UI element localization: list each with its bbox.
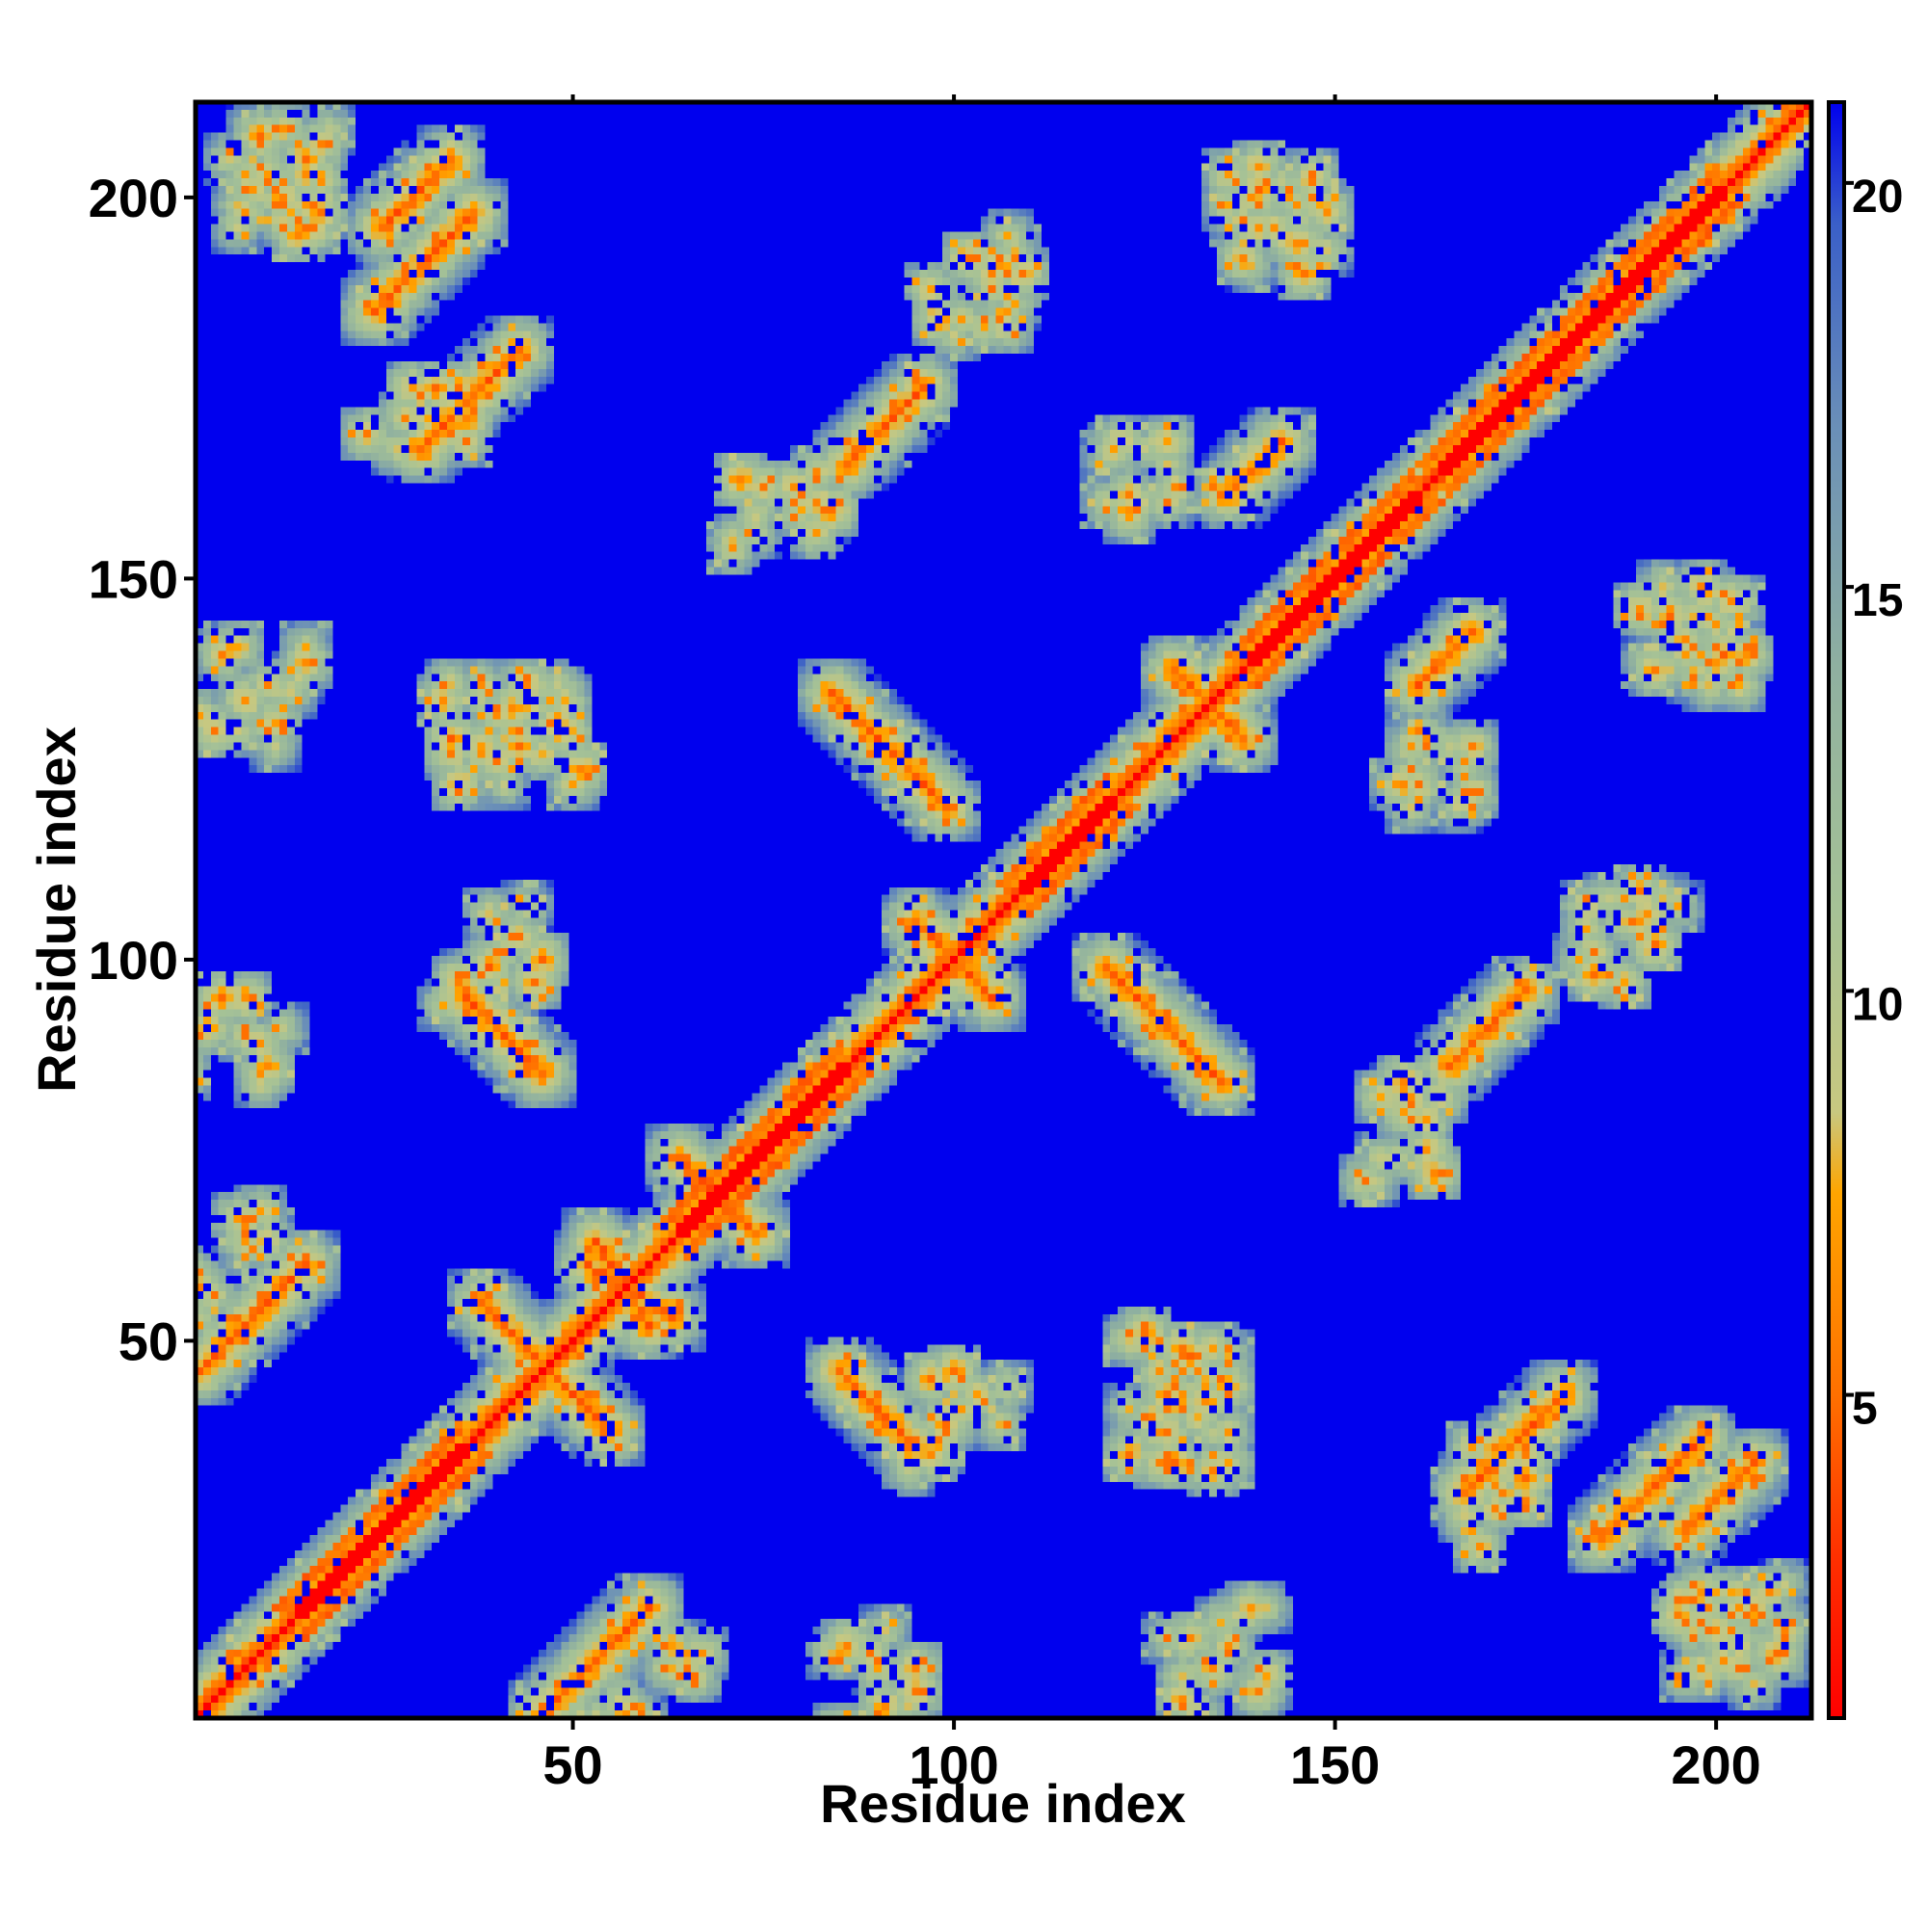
heatmap-layer [196,102,1811,1718]
x-tick-label: 100 [909,1734,998,1795]
colorbar-tick-label: 15 [1852,575,1903,626]
y-tick-label: 100 [89,930,178,991]
x-axis-label: Residue index [820,1773,1186,1834]
colorbar-gradient [1827,100,1846,1720]
colorbar: 5 10 15 20 [1827,100,1903,1720]
y-axis-ticks: 50 100 150 200 [89,168,196,1371]
heatmap-image [196,102,1811,1718]
plot-frame [193,99,1814,1721]
y-tick-label: 150 [89,548,178,609]
x-tick-label: 50 [542,1734,602,1795]
colorbar-tick-label: 10 [1852,979,1903,1030]
colorbar-tick-label: 5 [1852,1384,1878,1435]
colorbar-tick-label: 20 [1852,172,1903,223]
x-tick-label: 200 [1671,1734,1760,1795]
x-tick-label: 150 [1290,1734,1380,1795]
y-tick-label: 200 [89,168,178,228]
y-tick-label: 50 [119,1310,178,1371]
x-axis-ticks: 50 100 150 200 [542,94,1761,1795]
y-axis-label: Residue index [26,727,87,1093]
